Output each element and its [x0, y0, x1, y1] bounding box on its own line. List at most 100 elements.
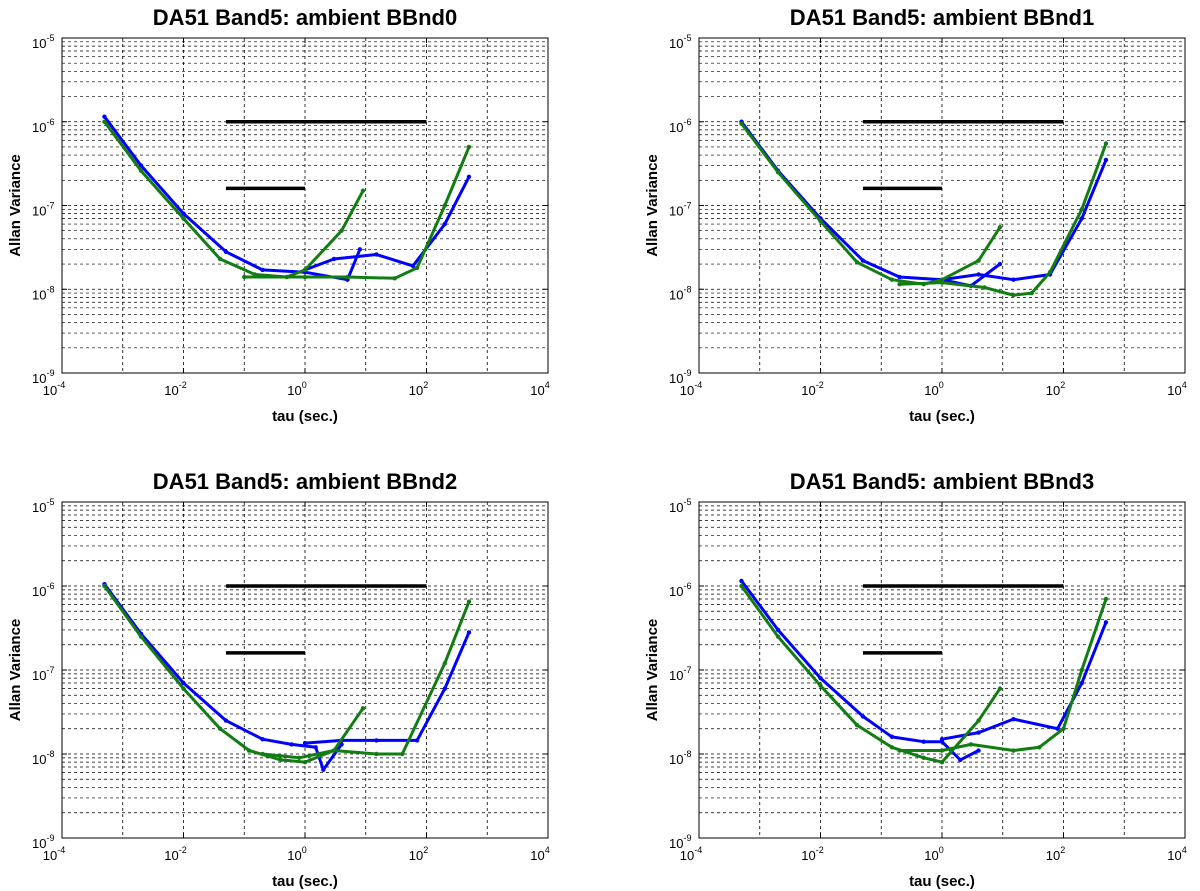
data-point-blue-2: [1103, 620, 1109, 625]
data-point-blue-2: [939, 737, 945, 742]
y-tick-label: 10-8: [32, 749, 54, 767]
data-point-green-1: [246, 748, 252, 753]
chart-title: DA51 Band5: ambient BBnd2: [153, 469, 457, 494]
data-point-blue-1: [775, 627, 781, 633]
grid: [62, 502, 548, 838]
y-tick-label: 10-5: [32, 33, 54, 51]
series-line-blue-2: [940, 620, 1108, 741]
x-tick-label: 104: [1167, 845, 1186, 863]
data-point-blue-2: [976, 272, 981, 277]
data-point-blue-1: [897, 274, 902, 280]
x-tick-label: 102: [1046, 380, 1065, 398]
x-tick-label: 10-4: [680, 845, 702, 863]
data-point-blue-1: [260, 267, 265, 273]
x-axis-label: tau (sec.): [272, 408, 338, 425]
data-point-blue-1: [260, 737, 265, 742]
x-axis-label: tau (sec.): [909, 873, 975, 890]
data-point-green-2: [1079, 207, 1084, 212]
x-tick-label: 100: [924, 380, 943, 398]
grid: [699, 38, 1185, 373]
x-tick-label: 100: [287, 845, 306, 863]
data-point-blue-1: [818, 675, 823, 681]
y-tick-label: 10-9: [669, 833, 691, 851]
data-point-blue-1: [739, 578, 744, 584]
x-tick-label: 10-2: [164, 845, 186, 863]
data-point-blue-2: [1079, 680, 1084, 686]
data-point-green-2: [242, 274, 247, 280]
x-tick-label: 102: [1046, 845, 1065, 863]
data-point-blue-1: [138, 163, 144, 168]
y-tick-label: 10-6: [32, 581, 54, 599]
data-point-blue-2: [442, 686, 447, 691]
data-point-green-1: [360, 188, 366, 193]
y-tick-label: 10-7: [32, 665, 54, 683]
y-tick-label: 10-5: [32, 497, 54, 515]
chart-panel-1: 10-4 10-2 100 102 104 10-9 10-8 10-7 10-6 10-5 DA5…: [644, 5, 1187, 425]
grid: [62, 38, 548, 373]
data-point-blue-2: [442, 221, 447, 227]
x-tick-label: 10-2: [164, 380, 186, 398]
data-point-blue-2: [331, 256, 337, 262]
data-point-green-2: [1079, 667, 1084, 673]
y-tick-label: 10-9: [669, 368, 691, 386]
data-point-green-2: [1029, 290, 1034, 296]
data-point-green-2: [1103, 141, 1109, 146]
data-point-green-1: [818, 683, 823, 688]
data-point-blue-1: [181, 680, 186, 686]
data-point-blue-1: [321, 767, 326, 772]
data-point-blue-2: [466, 630, 472, 635]
data-point-green-2: [982, 285, 987, 290]
data-point-green-2: [302, 274, 308, 280]
y-tick-label: 10-7: [669, 201, 691, 219]
y-tick-label: 10-6: [669, 581, 691, 599]
data-point-green-1: [775, 169, 781, 175]
data-point-blue-1: [223, 718, 229, 723]
chart-title: DA51 Band5: ambient BBnd0: [153, 5, 457, 30]
data-point-green-1: [217, 726, 223, 731]
y-axis-label: Allan Variance: [644, 154, 661, 257]
x-tick-label: 10-4: [43, 845, 65, 863]
data-point-blue-2: [1011, 716, 1016, 722]
data-point-green-2: [374, 751, 379, 757]
data-point-blue-1: [860, 714, 866, 719]
data-point-blue-1: [223, 249, 229, 255]
series-line-green-2: [898, 597, 1108, 752]
series-line-blue-2: [303, 630, 471, 745]
data-point-blue-2: [374, 738, 379, 743]
data-point-green-1: [138, 168, 144, 173]
data-point-green-1: [739, 121, 744, 126]
x-tick-label: 10-2: [801, 380, 823, 398]
x-axis-label: tau (sec.): [272, 873, 338, 890]
data-point-green-1: [976, 718, 981, 723]
y-tick-label: 10-6: [669, 117, 691, 135]
data-point-green-1: [854, 723, 860, 728]
data-point-blue-1: [860, 258, 866, 263]
y-tick-label: 10-9: [32, 833, 54, 851]
x-tick-label: 10-4: [43, 380, 65, 398]
data-point-blue-2: [466, 174, 472, 180]
y-tick-label: 10-8: [32, 284, 54, 302]
data-point-green-1: [360, 706, 366, 711]
data-point-green-2: [260, 751, 265, 757]
x-tick-label: 102: [409, 845, 428, 863]
data-point-green-1: [921, 755, 926, 761]
data-point-blue-1: [102, 114, 107, 119]
data-point-green-1: [181, 216, 186, 221]
data-point-green-1: [818, 218, 823, 224]
y-tick-label: 10-9: [32, 368, 54, 386]
x-tick-label: 100: [924, 845, 943, 863]
data-point-green-1: [102, 583, 107, 589]
x-axis-label: tau (sec.): [909, 408, 975, 425]
data-point-green-1: [889, 745, 895, 750]
x-tick-label: 102: [409, 380, 428, 398]
data-point-blue-2: [1103, 157, 1109, 163]
data-point-green-1: [976, 258, 981, 263]
data-point-green-2: [442, 203, 447, 208]
data-point-green-2: [1011, 748, 1016, 753]
y-axis-label: Allan Variance: [644, 619, 661, 722]
x-tick-label: 104: [1167, 380, 1186, 398]
y-tick-label: 10-5: [669, 33, 691, 51]
y-tick-label: 10-8: [669, 749, 691, 767]
data-point-green-2: [392, 276, 397, 281]
data-point-green-1: [278, 757, 284, 763]
